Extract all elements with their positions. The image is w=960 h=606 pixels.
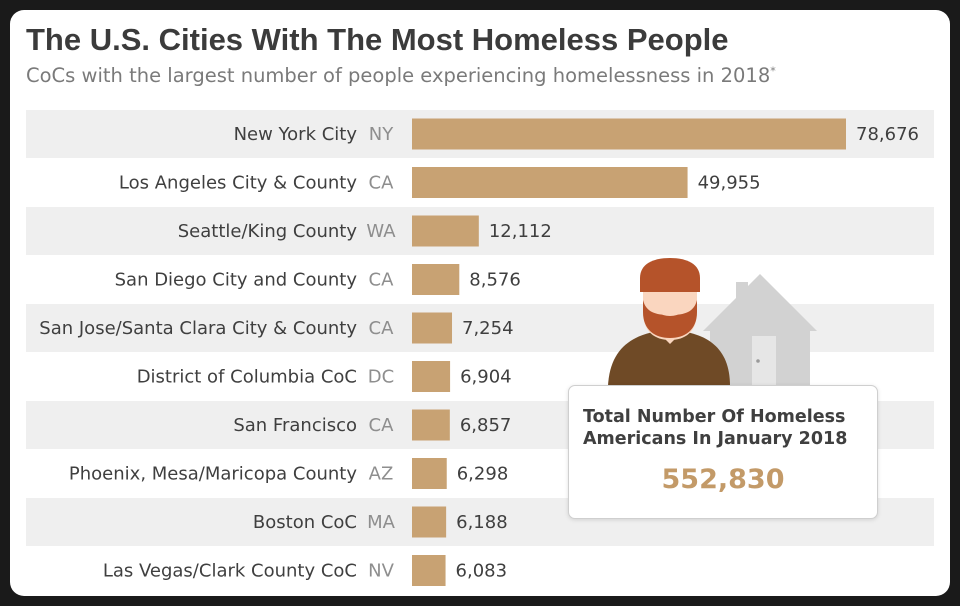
value-label: 6,083 xyxy=(456,561,508,582)
bar xyxy=(412,264,460,295)
category-label: San Jose/Santa Clara City & County xyxy=(39,318,357,339)
person-shirt xyxy=(608,330,730,386)
chart-title: The U.S. Cities With The Most Homeless P… xyxy=(26,22,729,57)
illustration xyxy=(608,258,817,386)
state-label: CA xyxy=(369,270,395,291)
state-label: NY xyxy=(369,124,394,145)
person-hair xyxy=(640,258,700,292)
bar xyxy=(412,312,453,344)
value-label: 78,676 xyxy=(856,124,919,145)
person-beard xyxy=(643,300,697,338)
callout-total-value: 552,830 xyxy=(661,464,785,495)
person-icon xyxy=(608,258,730,386)
category-label: District of Columbia CoC xyxy=(137,367,357,388)
callout-label: Total Number Of Homeless Americans In Ja… xyxy=(583,406,873,450)
house-door xyxy=(752,336,776,386)
category-label: San Francisco xyxy=(233,415,357,436)
bar xyxy=(412,167,688,198)
value-label: 6,857 xyxy=(460,415,512,436)
category-label: New York City xyxy=(234,124,358,145)
bars: New York City NY 78,676 Los Angeles City & … xyxy=(39,118,919,586)
value-label: 12,112 xyxy=(489,221,552,242)
row-band xyxy=(26,207,934,255)
bar xyxy=(412,361,451,392)
state-label: DC xyxy=(368,367,394,388)
bar xyxy=(412,409,450,441)
house-roof xyxy=(703,274,817,331)
state-label: CA xyxy=(369,415,395,436)
bar xyxy=(412,458,447,489)
bar xyxy=(412,506,447,538)
category-label: Los Angeles City & County xyxy=(119,173,357,194)
category-label: Seattle/King County xyxy=(178,221,358,242)
bar xyxy=(412,555,446,586)
value-label: 7,254 xyxy=(462,318,514,339)
value-label: 8,576 xyxy=(469,270,521,291)
state-label: WA xyxy=(366,221,396,242)
state-label: AZ xyxy=(369,464,394,485)
category-label: San Diego City and County xyxy=(115,270,358,291)
state-label: NV xyxy=(368,561,394,582)
bar xyxy=(412,215,479,247)
house-icon xyxy=(703,274,817,386)
infographic-card: New York City NY 78,676 Los Angeles City & … xyxy=(10,10,950,596)
house-door-knob xyxy=(756,359,760,363)
person-mouth xyxy=(661,310,679,316)
bar xyxy=(412,118,846,150)
value-label: 49,955 xyxy=(698,173,761,194)
category-label: Boston CoC xyxy=(253,512,357,533)
category-label: Phoenix, Mesa/Maricopa County xyxy=(69,464,357,485)
state-label: CA xyxy=(369,318,395,339)
state-label: MA xyxy=(367,512,396,533)
state-label: CA xyxy=(369,173,395,194)
subtitle-footnote-mark: * xyxy=(770,64,776,78)
value-label: 6,904 xyxy=(460,367,512,388)
chart-subtitle: CoCs with the largest number of people e… xyxy=(26,64,776,87)
house-chimney xyxy=(736,282,748,304)
callout-label-line-1: Total Number Of Homeless xyxy=(583,407,846,427)
value-label: 6,298 xyxy=(457,464,509,485)
total-callout: Total Number Of Homeless Americans In Ja… xyxy=(568,385,878,519)
callout-label-line-2: Americans In January 2018 xyxy=(583,429,848,449)
subtitle-text: CoCs with the largest number of people e… xyxy=(26,64,771,87)
value-label: 6,188 xyxy=(456,512,508,533)
category-label: Las Vegas/Clark County CoC xyxy=(103,561,357,582)
